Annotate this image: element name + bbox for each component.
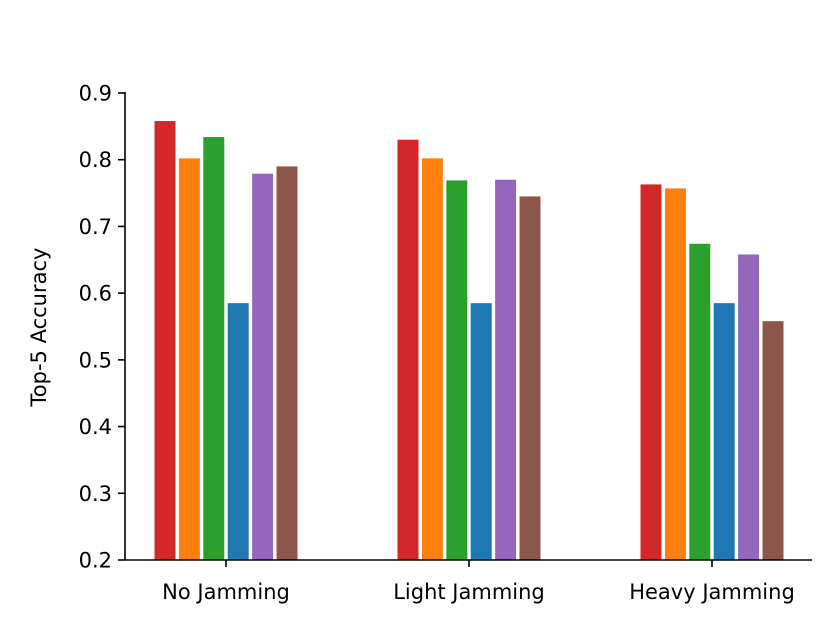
bar-series-3-no-jamming — [203, 137, 225, 560]
y-tick-label: 0.8 — [79, 148, 112, 172]
y-tick-label: 0.3 — [79, 482, 112, 506]
x-tick-label: Heavy Jamming — [629, 580, 795, 604]
bar-series-5-no-jamming — [252, 173, 274, 560]
bar-series-2-light-jamming — [421, 158, 443, 560]
bars-group — [154, 121, 784, 561]
bar-series-4-no-jamming — [227, 303, 249, 560]
y-axis: 0.2 0.3 0.4 0.5 0.6 0.7 0.8 0.9 — [79, 82, 126, 573]
bar-series-4-light-jamming — [470, 303, 492, 560]
y-tick-label: 0.9 — [79, 82, 112, 106]
bar-series-3-heavy-jamming — [689, 243, 711, 560]
y-tick-label: 0.2 — [79, 549, 112, 573]
bar-series-5-light-jamming — [495, 179, 517, 561]
bar-series-6-heavy-jamming — [762, 321, 784, 560]
bar-series-3-light-jamming — [446, 180, 468, 560]
x-tick-label: No Jamming — [162, 580, 290, 604]
bar-series-2-heavy-jamming — [664, 188, 686, 560]
bar-series-2-no-jamming — [178, 158, 200, 560]
bar-series-5-heavy-jamming — [738, 254, 760, 560]
y-tick-label: 0.7 — [79, 215, 112, 239]
x-tick-label: Light Jamming — [393, 580, 545, 604]
bar-series-1-heavy-jamming — [640, 184, 662, 560]
y-tick-label: 0.6 — [79, 282, 112, 306]
bar-series-6-no-jamming — [276, 166, 298, 560]
bar-series-1-light-jamming — [397, 139, 419, 560]
bar-series-6-light-jamming — [519, 196, 541, 560]
bar-series-1-no-jamming — [154, 121, 176, 561]
y-axis-label: Top-5 Accuracy — [27, 248, 51, 408]
y-tick-label: 0.4 — [79, 415, 112, 439]
bar-series-4-heavy-jamming — [713, 303, 735, 560]
y-tick-label: 0.5 — [79, 348, 112, 372]
x-axis: No Jamming Light Jamming Heavy Jamming — [125, 559, 812, 604]
